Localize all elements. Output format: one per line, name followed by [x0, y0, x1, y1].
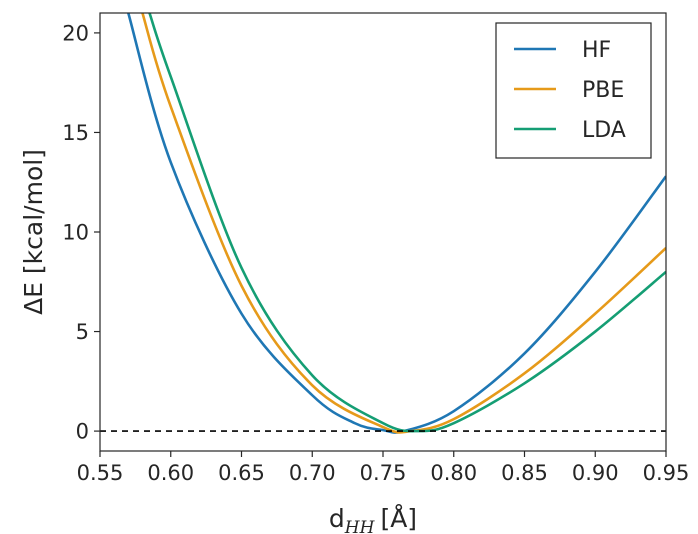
y-tick-label: 10 [62, 221, 89, 245]
plot-area [100, 13, 666, 434]
y-tick-label: 15 [62, 121, 89, 145]
x-axis-title-unit: [Å] [380, 504, 417, 533]
legend-label-hf: HF [582, 38, 611, 63]
x-axis-title-symbol: d [329, 504, 345, 533]
x-tick-label: 0.55 [77, 461, 124, 485]
x-tick-label: 0.60 [147, 461, 194, 485]
x-tick-label: 0.80 [430, 461, 477, 485]
legend-label-lda: LDA [582, 118, 626, 143]
x-tick-label: 0.75 [360, 461, 407, 485]
y-tick-label: 0 [76, 420, 89, 444]
y-tick-label: 5 [76, 320, 89, 344]
y-axis-title: ΔE [kcal/mol] [19, 149, 48, 315]
series-line-pbe [141, 13, 666, 434]
axes: 0.55 0.60 0.65 0.70 0.75 0.80 0.85 0.90 0.95 0 5 10… [62, 12, 690, 485]
legend-label-pbe: PBE [582, 78, 624, 103]
x-tick-label: 0.70 [289, 461, 336, 485]
x-axis-title-subscript: HH [344, 518, 376, 534]
series-line-lda [148, 13, 666, 433]
x-tick-label: 0.90 [572, 461, 619, 485]
x-tick-label: 0.65 [218, 461, 265, 485]
legend-box [495, 22, 652, 159]
series-line-hf [127, 13, 666, 434]
x-tick-label: 0.85 [501, 461, 548, 485]
x-axis-title: dHH [Å] [329, 504, 417, 534]
series-group [127, 13, 666, 434]
x-tick-label: 0.95 [643, 461, 690, 485]
y-tick-label: 20 [62, 21, 89, 45]
legend: HF PBE LDA [495, 22, 652, 159]
